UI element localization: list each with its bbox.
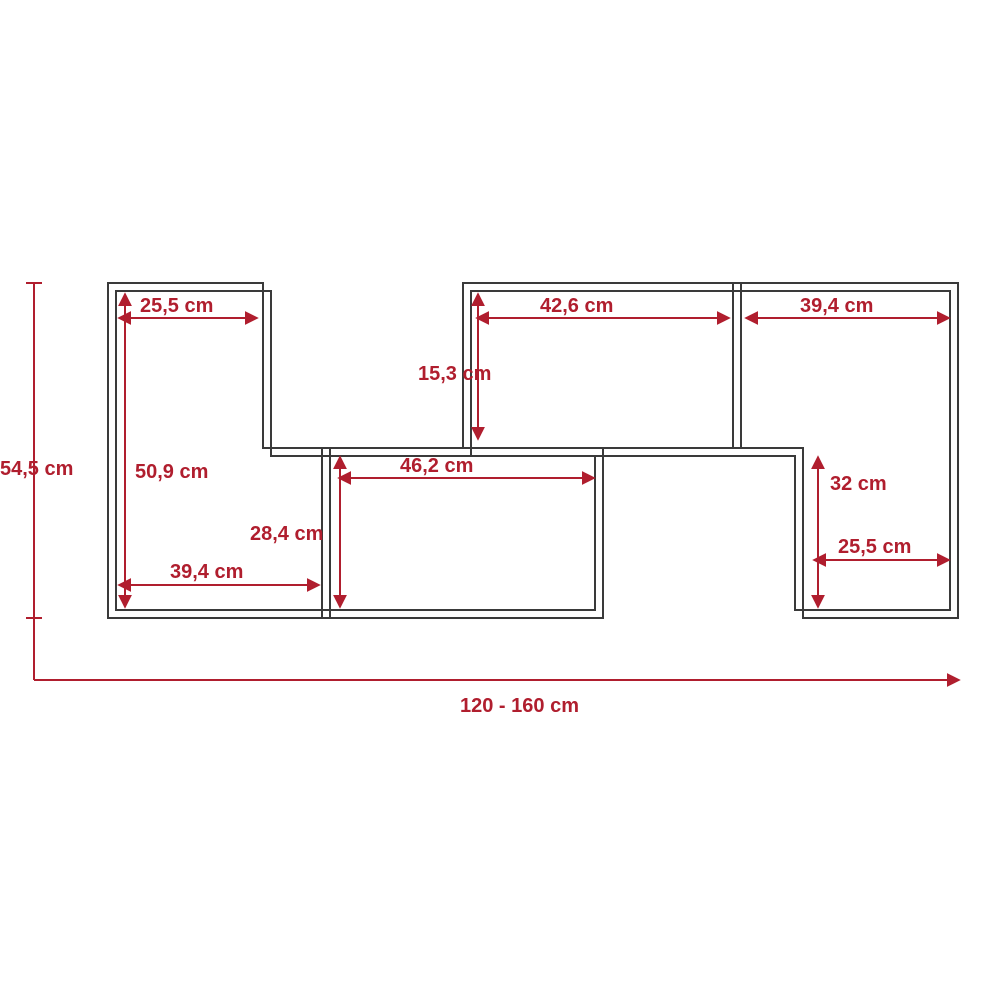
label-d10: 25,5 cm xyxy=(838,536,911,558)
label-d6: 15,3 cm xyxy=(418,363,491,385)
label-d8: 39,4 cm xyxy=(800,295,873,317)
label-d4: 28,4 cm xyxy=(250,523,323,545)
label-overall-width: 120 - 160 cm xyxy=(460,695,579,717)
label-d7: 42,6 cm xyxy=(540,295,613,317)
label-d3: 39,4 cm xyxy=(170,561,243,583)
label-d1: 25,5 cm xyxy=(140,295,213,317)
label-d5: 46,2 cm xyxy=(400,455,473,477)
label-d2: 50,9 cm xyxy=(135,461,208,483)
label-overall-height: 54,5 cm xyxy=(0,458,73,480)
label-d9: 32 cm xyxy=(830,473,887,495)
